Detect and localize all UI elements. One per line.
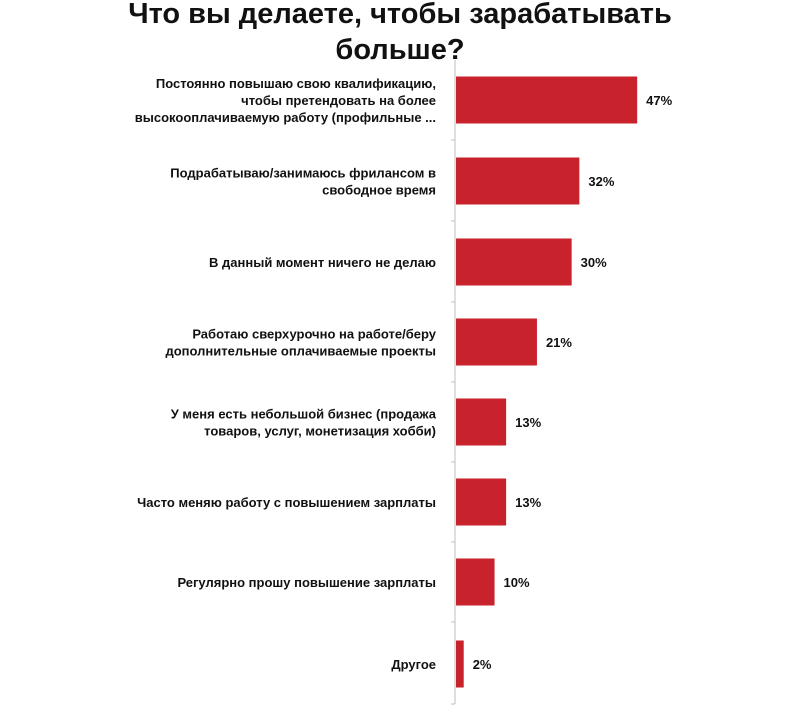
bar bbox=[456, 238, 572, 286]
value-label: 10% bbox=[504, 575, 530, 590]
bar bbox=[456, 318, 537, 366]
category-label-line: товаров, услуг, монетизация хобби) bbox=[204, 424, 436, 439]
category-label-line: У меня есть небольшой бизнес (продажа bbox=[171, 407, 437, 422]
bar bbox=[456, 478, 507, 526]
category-label-line: чтобы претендовать на более bbox=[241, 93, 436, 108]
value-label: 32% bbox=[588, 174, 614, 189]
value-label: 2% bbox=[473, 657, 492, 672]
value-label: 47% bbox=[646, 93, 672, 108]
category-label-line: Другое bbox=[391, 657, 436, 672]
category-label-line: Часто меняю работу с повышением зарплаты bbox=[137, 495, 436, 510]
bar bbox=[456, 398, 507, 446]
category-label: В данный момент ничего не делаю bbox=[209, 255, 436, 270]
category-label-line: Работаю сверхурочно на работе/беру bbox=[192, 327, 436, 342]
category-label-line: Постоянно повышаю свою квалификацию, bbox=[156, 76, 436, 91]
bar bbox=[456, 558, 495, 606]
category-label: Часто меняю работу с повышением зарплаты bbox=[137, 495, 436, 510]
category-label-line: дополнительные оплачиваемые проекты bbox=[165, 344, 436, 359]
bar bbox=[456, 157, 580, 205]
category-label: Постоянно повышаю свою квалификацию, чтоб… bbox=[135, 76, 436, 125]
value-label: 13% bbox=[515, 415, 541, 430]
category-label: У меня есть небольшой бизнес (продажа тов… bbox=[171, 407, 437, 439]
category-label-line: В данный момент ничего не делаю bbox=[209, 255, 436, 270]
category-label: Работаю сверхурочно на работе/беру дополн… bbox=[165, 327, 436, 359]
value-label: 30% bbox=[581, 255, 607, 270]
category-label-line: Подрабатываю/занимаюсь фрилансом в bbox=[170, 166, 436, 181]
value-label: 13% bbox=[515, 495, 541, 510]
bar bbox=[456, 76, 638, 124]
category-label-line: Регулярно прошу повышение зарплаты bbox=[177, 575, 436, 590]
bar bbox=[456, 640, 464, 688]
category-label-line: свободное время bbox=[322, 183, 436, 198]
chart-title: Что вы делаете, чтобы зарабатывать больш… bbox=[128, 0, 672, 66]
category-label: Регулярно прошу повышение зарплаты bbox=[177, 575, 436, 590]
category-label-line: высокооплачиваемую работу (профильные ..… bbox=[135, 110, 436, 125]
category-label: Подрабатываю/занимаюсь фрилансом в свобод… bbox=[170, 166, 436, 198]
value-label: 21% bbox=[546, 335, 572, 350]
category-label: Другое bbox=[391, 657, 436, 672]
